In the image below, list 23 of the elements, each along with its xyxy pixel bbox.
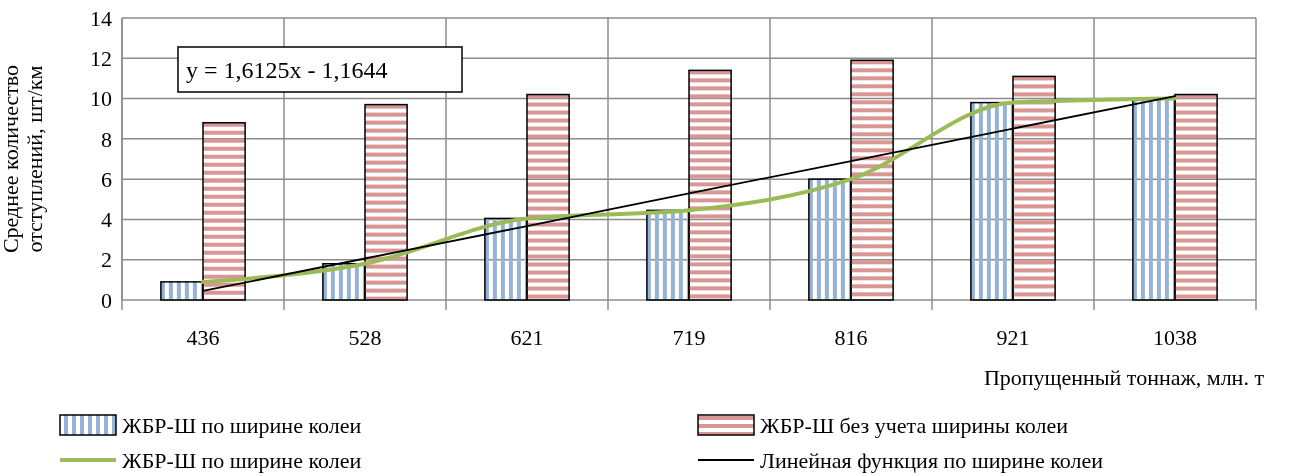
text-box: y = 1,6125x - 1,1644: [177, 46, 463, 93]
x-tick-label: 621: [510, 325, 544, 350]
x-tick-label: 719: [672, 325, 706, 350]
x-tick-label: 816: [834, 325, 868, 350]
y-tick-label: 10: [90, 86, 112, 112]
y-tick-label: 8: [101, 126, 112, 152]
y-tick-label: 4: [101, 207, 112, 233]
y-tick-label: 14: [90, 5, 112, 31]
legend-label: ЖБР-Ш без учета ширины колеи: [760, 412, 1069, 438]
legend-label: Линейная функция по ширине колеи: [760, 447, 1104, 473]
x-tick-label: 436: [186, 325, 220, 350]
y-tick-label: 0: [101, 287, 112, 313]
legend-label: ЖБР-Ш по ширине колеи: [122, 412, 362, 438]
annotation: y = 1,6125x - 1,1644: [186, 57, 388, 83]
y-tick-label: 12: [90, 45, 112, 71]
y-tick-label: 6: [101, 166, 112, 192]
x-tick-label: 921: [996, 325, 1030, 350]
y-tick-label: 2: [101, 247, 112, 273]
x-axis-title: Пропущенный тоннаж, млн. т: [983, 365, 1265, 390]
x-tick-label: 1038: [1153, 325, 1197, 350]
y-axis-title: Среднее количество отступлений, шт/км: [0, 64, 48, 254]
legend-label: ЖБР-Ш по ширине колеи: [122, 447, 362, 473]
x-tick-label: 528: [348, 325, 382, 350]
